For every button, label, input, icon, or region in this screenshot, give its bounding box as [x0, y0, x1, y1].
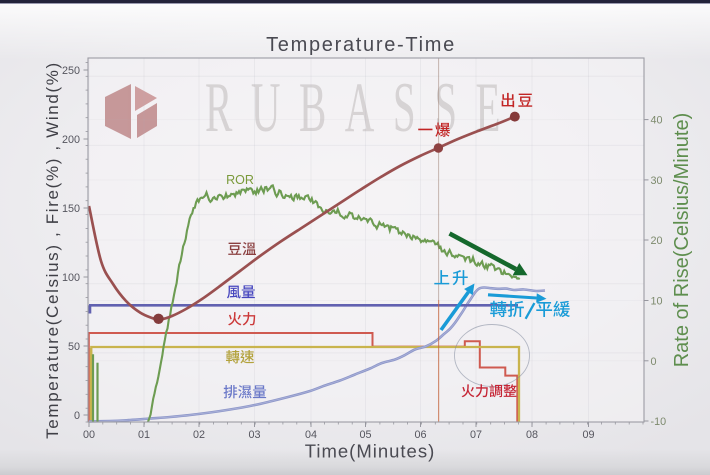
svg-text:10: 10 [651, 296, 663, 308]
svg-text:0: 0 [651, 356, 657, 368]
svg-text:250: 250 [62, 65, 80, 77]
svg-text:150: 150 [62, 203, 80, 215]
svg-text:100: 100 [62, 272, 80, 284]
svg-text:Temperature(Celsius) , Fire(%): Temperature(Celsius) , Fire(%) , Wind(%) [43, 61, 62, 439]
svg-text:06: 06 [414, 429, 426, 441]
svg-text:0: 0 [74, 410, 80, 422]
svg-text:RUBASSE: RUBASSE [205, 67, 519, 147]
svg-text:01: 01 [138, 429, 150, 441]
svg-text:20: 20 [651, 235, 663, 247]
svg-text:05: 05 [359, 429, 371, 441]
svg-text:09: 09 [582, 429, 594, 441]
svg-text:00: 00 [83, 429, 95, 441]
svg-text:Time(Minutes): Time(Minutes) [305, 441, 436, 462]
svg-text:Temperature-Time: Temperature-Time [266, 34, 456, 56]
svg-text:50: 50 [68, 341, 80, 353]
svg-text:04: 04 [305, 429, 317, 441]
svg-text:03: 03 [248, 429, 260, 441]
svg-text:02: 02 [193, 429, 205, 441]
svg-text:07: 07 [470, 429, 482, 441]
svg-text:08: 08 [526, 429, 538, 441]
svg-text:Rate of Rise(Celsius/Minute): Rate of Rise(Celsius/Minute) [671, 113, 693, 368]
svg-text:-10: -10 [651, 416, 667, 428]
svg-text:ROR: ROR [226, 173, 254, 187]
svg-text:40: 40 [651, 115, 663, 127]
svg-text:30: 30 [651, 175, 663, 187]
svg-text:200: 200 [62, 134, 80, 146]
